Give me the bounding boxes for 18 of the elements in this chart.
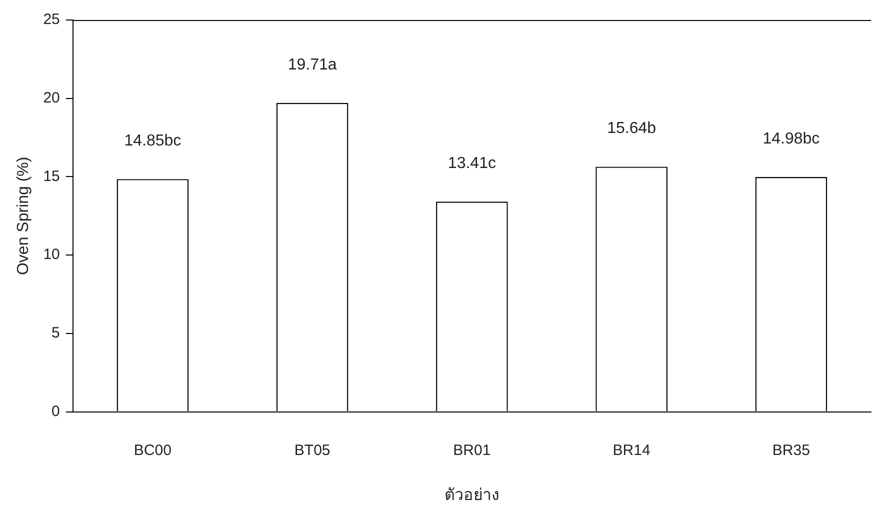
y-tick-label: 20 <box>43 90 60 106</box>
data-label: 14.85bc <box>124 132 182 150</box>
x-tick-label: BR01 <box>453 442 491 459</box>
data-label: 14.98bc <box>762 130 820 148</box>
y-tick-label: 25 <box>43 11 60 28</box>
y-axis-title: Oven Spring (%) <box>15 156 32 276</box>
x-tick-label: BT05 <box>294 442 330 459</box>
data-label: 15.64b <box>607 120 656 138</box>
x-axis-title: ตัวอย่าง <box>444 486 500 504</box>
data-label: 19.71a <box>288 56 337 74</box>
x-tick-label: BR14 <box>612 442 650 459</box>
y-tick-label: 10 <box>43 246 60 264</box>
x-tick-label: BR35 <box>772 442 810 459</box>
data-label: 13.41c <box>448 155 496 172</box>
y-tick-label: 5 <box>52 324 60 342</box>
x-tick-label: BC00 <box>134 442 172 459</box>
y-tick-label: 0 <box>52 402 60 420</box>
y-tick-label: 15 <box>43 168 60 185</box>
